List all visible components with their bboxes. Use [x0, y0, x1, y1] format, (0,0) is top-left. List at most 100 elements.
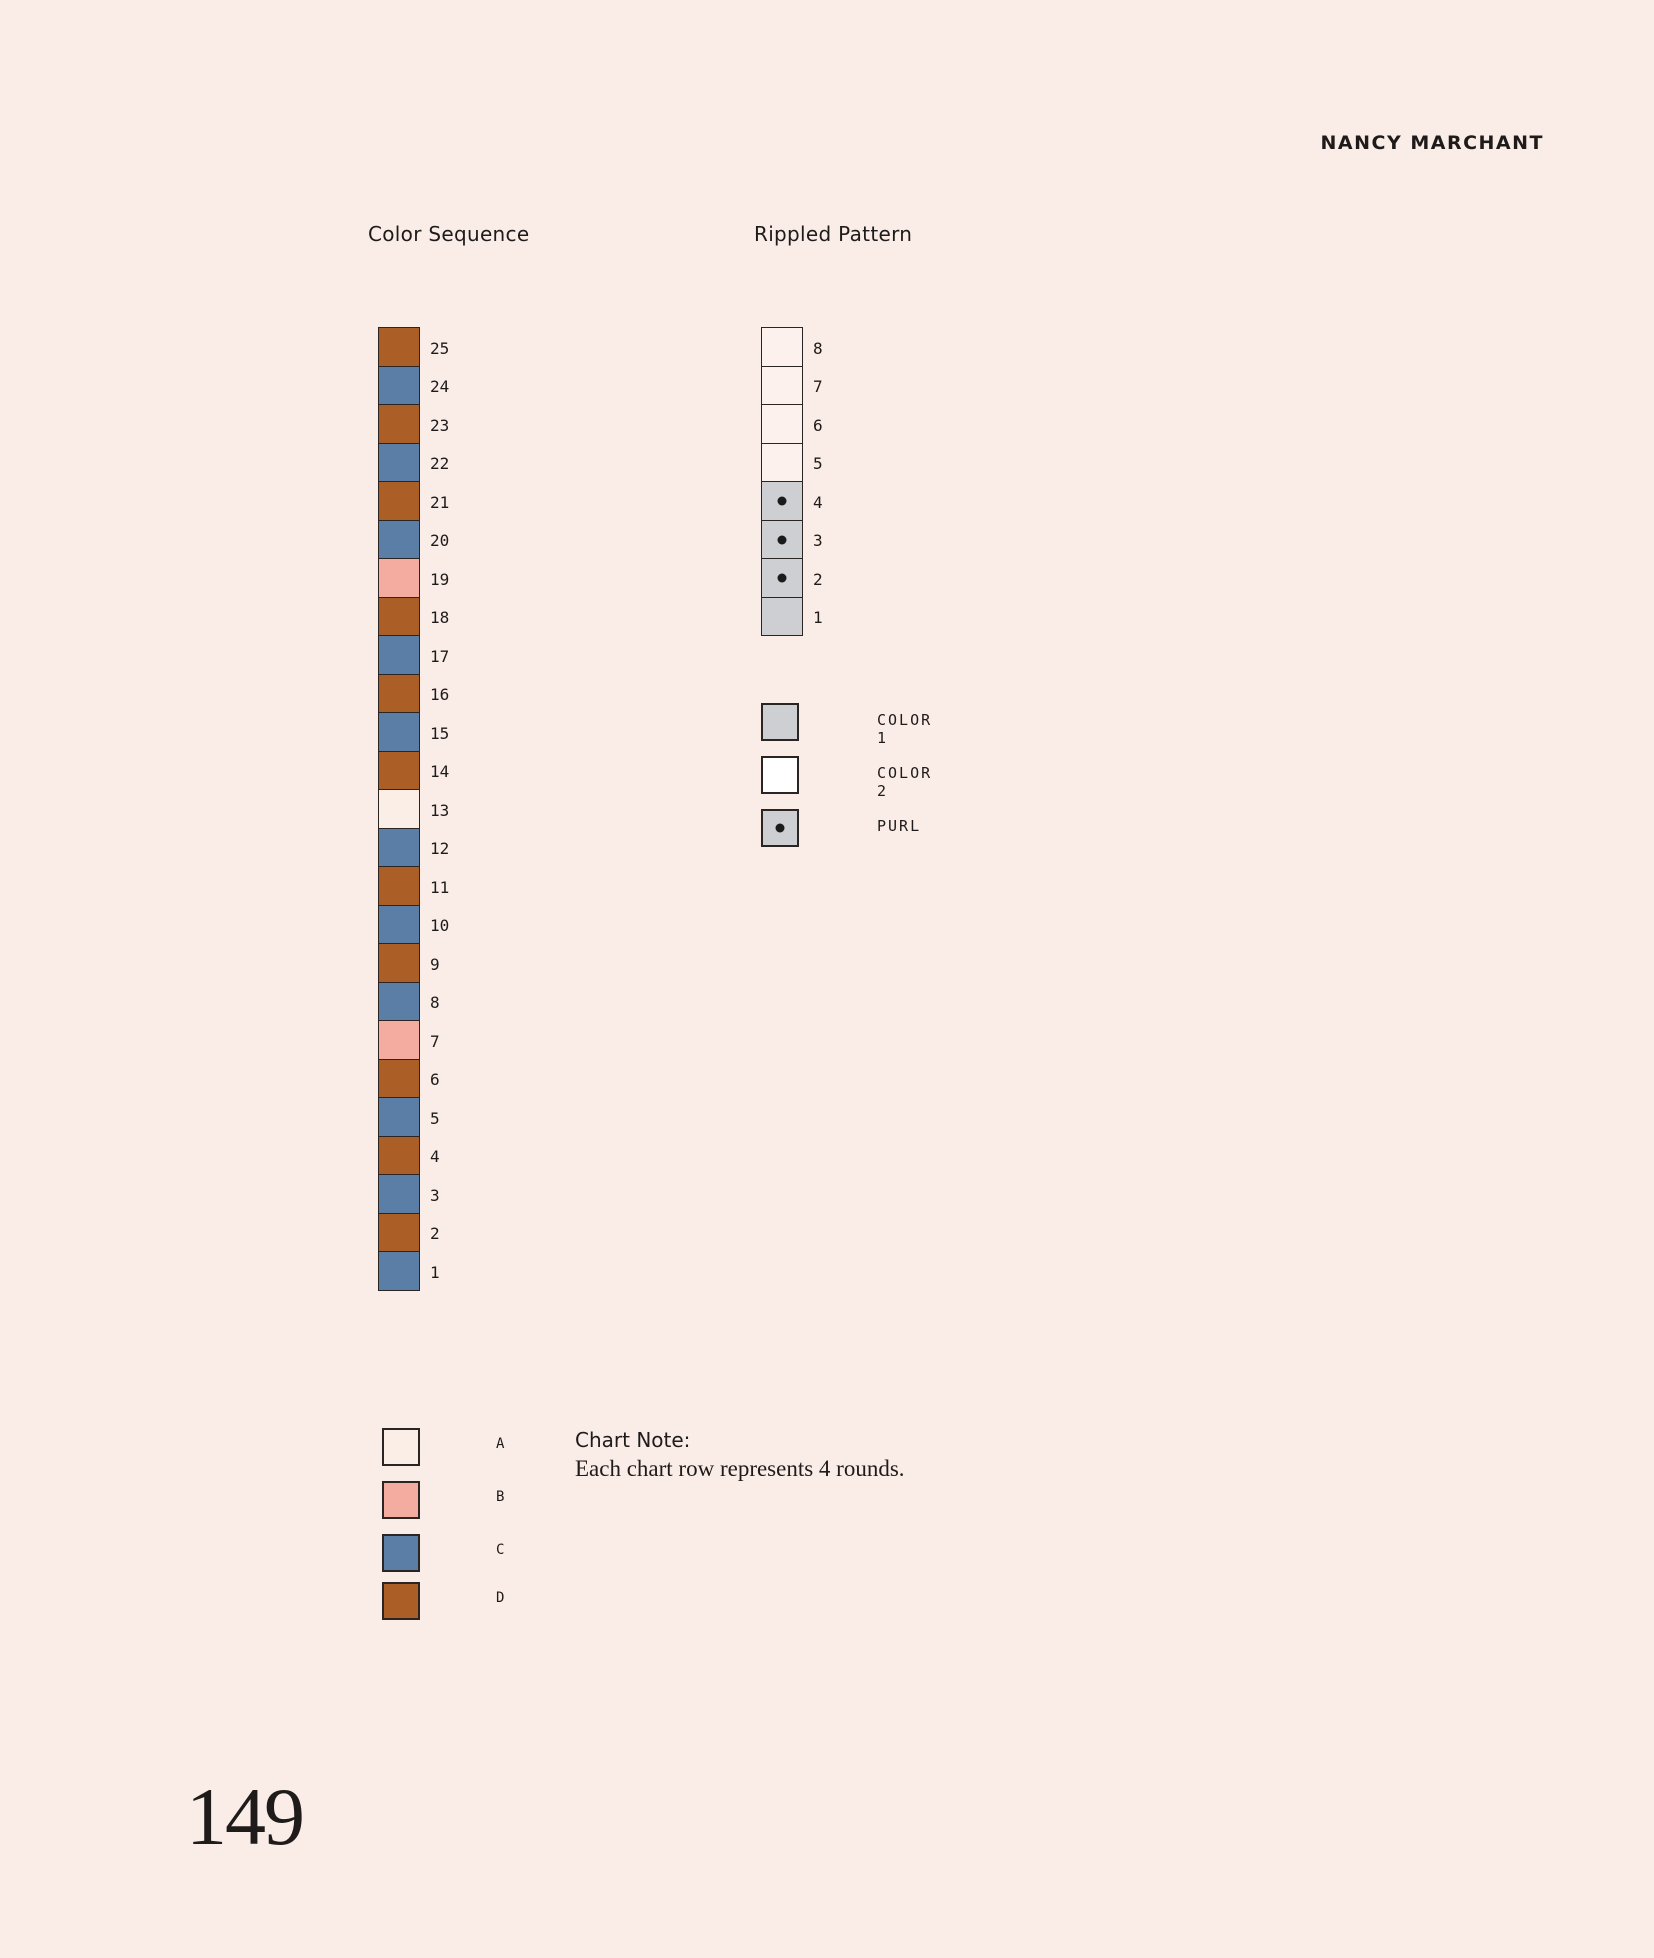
rippled-pattern-row: 6	[761, 404, 823, 444]
color-sequence-cell	[378, 327, 420, 367]
legend-label: C	[496, 1542, 505, 1558]
color-sequence-cell	[378, 750, 420, 791]
row-number: 15	[430, 723, 450, 743]
rippled-pattern-chart: 8 7 6 5 4 3 2 1	[761, 327, 823, 637]
color-sequence-row: 5	[378, 1097, 449, 1137]
purl-dot-icon	[777, 573, 787, 583]
row-number: 1	[430, 1262, 440, 1282]
color-sequence-cell	[378, 1097, 420, 1137]
color-sequence-row: 24	[378, 365, 450, 406]
legend-label: COLOR 1	[877, 711, 933, 747]
color-sequence-cell	[378, 1174, 420, 1214]
color-sequence-cell	[378, 981, 420, 1022]
row-number: 24	[430, 377, 450, 397]
color-sequence-cell	[378, 789, 420, 829]
rippled-pattern-row: 2	[761, 558, 823, 598]
row-number: 11	[430, 877, 450, 897]
color-sequence-row: 18	[378, 596, 450, 637]
rippled-pattern-cell	[761, 519, 803, 560]
legend-swatch	[382, 1481, 420, 1519]
legend-swatch	[382, 1534, 420, 1572]
legend-label: D	[496, 1590, 505, 1606]
author-name: NANCY MARCHANT	[1320, 132, 1544, 154]
row-number: 8	[813, 338, 823, 358]
color-sequence-row: 13	[378, 789, 450, 829]
color-sequence-row: 21	[378, 481, 449, 521]
legend-label: A	[496, 1436, 505, 1452]
color-sequence-cell	[378, 635, 420, 675]
chart-note-title: Chart Note:	[575, 1428, 691, 1452]
rippled-pattern-cell	[761, 365, 803, 406]
legend-label: PURL	[877, 817, 922, 835]
row-number: 2	[430, 1224, 440, 1244]
color-sequence-cell	[378, 712, 420, 752]
rippled-pattern-row: 8	[761, 327, 823, 367]
color-sequence-row: 3	[378, 1174, 449, 1214]
color-sequence-cell	[378, 596, 420, 637]
purl-dot-icon	[777, 496, 787, 506]
row-number: 12	[430, 839, 450, 859]
color-sequence-title: Color Sequence	[368, 222, 530, 246]
legend-swatch	[382, 1428, 420, 1466]
rippled-pattern-row: 7	[761, 365, 823, 406]
row-number: 19	[430, 569, 450, 589]
color-sequence-cell	[378, 1020, 420, 1060]
row-number: 3	[430, 1185, 440, 1205]
row-number: 23	[430, 415, 450, 435]
legend-label: COLOR 2	[877, 764, 933, 800]
color-sequence-row: 16	[378, 673, 449, 714]
row-number: 10	[430, 916, 450, 936]
color-sequence-row: 6	[378, 1058, 449, 1099]
rippled-pattern-cell	[761, 481, 803, 521]
row-number: 17	[430, 646, 450, 666]
color-sequence-row: 10	[378, 904, 450, 945]
legend-swatch	[761, 756, 799, 794]
color-sequence-cell	[378, 404, 420, 444]
rippled-pattern-row: 4	[761, 481, 823, 521]
row-number: 5	[813, 454, 823, 474]
legend-swatch	[382, 1582, 420, 1620]
color-sequence-row: 14	[378, 750, 450, 791]
color-sequence-cell	[378, 481, 420, 521]
color-sequence-cell	[378, 866, 420, 906]
row-number: 14	[430, 762, 450, 782]
color-sequence-cell	[378, 827, 420, 868]
rippled-pattern-cell	[761, 327, 803, 367]
row-number: 13	[430, 800, 450, 820]
color-sequence-cell	[378, 1212, 420, 1253]
color-sequence-chart: 25 24 23 22 21 20 19 18 17 16 15 14 13 12 11 10 9 8 7 6 5 4 3 2…	[378, 327, 450, 1291]
rippled-pattern-row: 3	[761, 519, 823, 560]
row-number: 6	[430, 1070, 440, 1090]
color-sequence-row: 9	[378, 943, 449, 983]
color-sequence-row: 17	[378, 635, 450, 675]
row-number: 8	[430, 993, 440, 1013]
color-sequence-cell	[378, 1058, 420, 1099]
color-sequence-cell	[378, 558, 420, 598]
color-sequence-cell	[378, 519, 420, 560]
purl-dot-icon	[777, 535, 787, 544]
row-number: 7	[430, 1031, 440, 1051]
legend-swatch	[761, 703, 799, 741]
color-sequence-cell	[378, 943, 420, 983]
color-sequence-row: 25	[378, 327, 449, 367]
color-sequence-cell	[378, 442, 420, 483]
row-number: 4	[813, 492, 823, 512]
color-sequence-cell	[378, 1135, 420, 1176]
row-number: 22	[430, 454, 450, 474]
row-number: 6	[813, 415, 823, 435]
chart-note-text: Each chart row represents 4 rounds.	[575, 1456, 905, 1481]
row-number: 18	[430, 608, 450, 628]
row-number: 20	[430, 531, 450, 551]
color-sequence-row: 2	[378, 1212, 449, 1253]
purl-dot-icon	[775, 823, 785, 833]
color-sequence-row: 19	[378, 558, 450, 598]
color-sequence-cell	[378, 365, 420, 406]
rippled-pattern-title: Rippled Pattern	[754, 222, 913, 246]
row-number: 1	[813, 608, 823, 628]
color-sequence-row: 15	[378, 712, 450, 752]
color-sequence-row: 8	[378, 981, 449, 1022]
row-number: 4	[430, 1147, 440, 1167]
color-sequence-row: 7	[378, 1020, 449, 1060]
color-sequence-cell	[378, 904, 420, 945]
row-number: 7	[813, 377, 823, 397]
